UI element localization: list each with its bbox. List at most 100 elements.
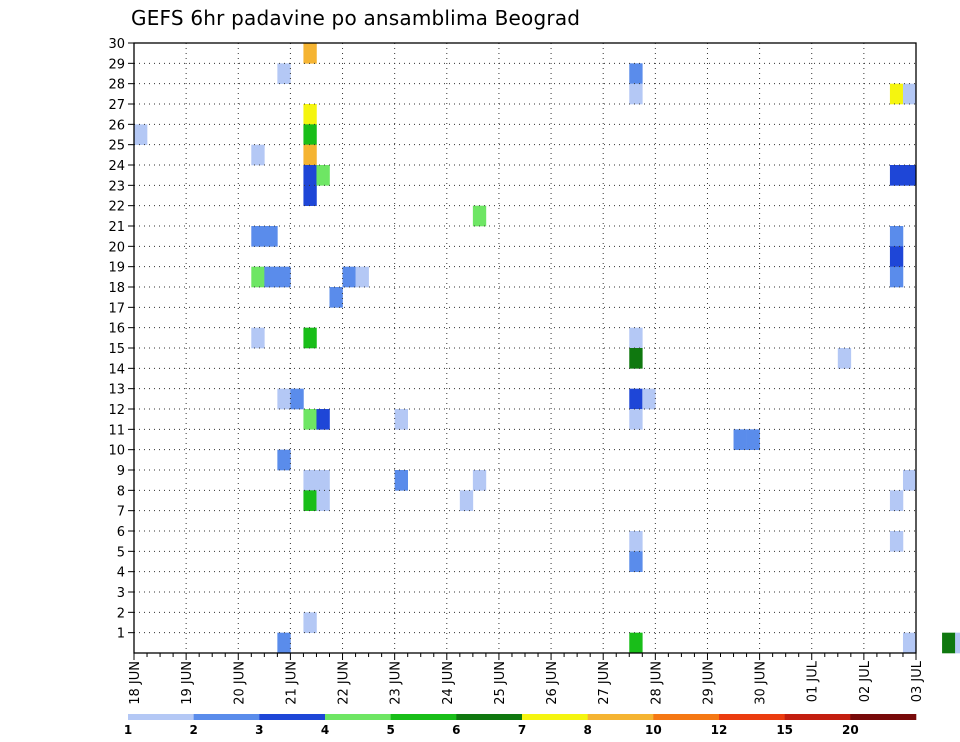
heatmap-cell (629, 327, 643, 349)
colorbar-label: 6 (452, 723, 460, 737)
heatmap-cell (277, 63, 291, 84)
heatmap-cell (629, 63, 643, 84)
heatmap-cell (303, 144, 317, 166)
heatmap-cell (290, 388, 304, 410)
y-tick-label: 9 (117, 464, 125, 479)
y-tick-label: 22 (108, 200, 125, 215)
heatmap-cell (629, 388, 643, 410)
heatmap-cell (303, 165, 317, 186)
heatmap-cell (134, 124, 148, 145)
x-tick-label: 25 JUN (493, 661, 508, 705)
y-tick-label: 13 (108, 383, 125, 398)
colorbar-label: 5 (386, 723, 394, 737)
colorbar-label: 12 (711, 723, 728, 737)
y-tick-label: 8 (117, 484, 125, 499)
y-tick-label: 20 (108, 240, 125, 255)
heatmap-cell (629, 409, 643, 430)
x-tick-label: 24 JUN (441, 661, 456, 705)
x-tick-label: 01 JUL (806, 660, 821, 702)
heatmap-cell (629, 531, 643, 552)
heatmap-cell (642, 388, 656, 410)
heatmap-cell (251, 266, 265, 288)
y-tick-label: 2 (117, 606, 125, 621)
heatmap-cell (746, 429, 760, 450)
x-tick-label: 22 JUN (337, 661, 352, 705)
y-tick-label: 26 (108, 118, 125, 133)
heatmap-cell (837, 348, 852, 369)
y-tick-label: 24 (108, 159, 125, 174)
heatmap-cell (277, 632, 291, 654)
heatmap-cell (942, 632, 956, 654)
chart-title: GEFS 6hr padavine po ansamblima Beograd (131, 6, 581, 30)
colorbar-label: 3 (255, 723, 263, 737)
heatmap-cell (303, 490, 317, 511)
colorbar-swatch (850, 714, 917, 720)
heatmap-cell (303, 185, 317, 206)
heatmap-cell (472, 205, 487, 227)
x-tick-label: 21 JUN (284, 661, 299, 705)
heatmap-cell (355, 266, 369, 288)
heatmap-cell (902, 165, 917, 186)
heatmap-cell (316, 165, 330, 186)
heatmap-cell (277, 388, 291, 410)
heatmap-cell (629, 551, 643, 572)
y-tick-label: 27 (108, 98, 125, 113)
heatmap-cell (303, 612, 317, 633)
colorbar-label: 7 (518, 723, 526, 737)
x-tick-label: 18 JUN (128, 661, 143, 705)
colorbar: 1 2 3 4 5 6 7 8 10 12 15 20 (124, 714, 917, 737)
colorbar-swatch (522, 714, 588, 720)
y-tick-label: 21 (108, 220, 125, 235)
heatmap-cell (264, 226, 278, 247)
x-tick-label: 03 JUL (910, 660, 925, 702)
heatmap-cell (316, 470, 330, 491)
heatmap-cell (251, 144, 265, 166)
y-tick-label: 18 (108, 281, 125, 296)
heatmap-cell (264, 266, 278, 288)
heatmap-cell (889, 266, 904, 288)
x-tick-label: 02 JUL (858, 660, 873, 702)
heatmap-cell (889, 83, 904, 105)
heatmap-cell (303, 327, 317, 349)
colorbar-swatch (259, 714, 326, 720)
heatmap-cell (303, 124, 317, 145)
x-tick-label: 29 JUN (701, 661, 716, 705)
x-tick-label: 26 JUN (545, 661, 560, 705)
colorbar-label: 8 (583, 723, 591, 737)
y-tick-label: 19 (108, 261, 125, 276)
y-tick-label: 4 (117, 566, 125, 581)
heatmap-cell (629, 632, 643, 654)
x-tick-label: 28 JUN (649, 661, 664, 705)
y-tick-label: 1 (117, 627, 125, 642)
colorbar-swatch (653, 714, 720, 720)
colorbar-swatch (784, 714, 851, 720)
y-tick-label: 14 (108, 362, 125, 377)
colorbar-label: 15 (776, 723, 793, 737)
heatmap-cell (303, 470, 317, 491)
y-tick-label: 12 (108, 403, 125, 418)
x-tick-label: 19 JUN (180, 661, 195, 705)
heatmap-cell (733, 429, 747, 450)
heatmap-cell (889, 226, 904, 247)
y-tick-label: 15 (108, 342, 125, 357)
heatmap-cell (889, 165, 904, 186)
x-axis: 18 JUN 19 JUN 20 JUN 21 JUN 22 JUN 23 JUN 24 J… (128, 653, 925, 705)
y-tick-label: 7 (117, 505, 125, 520)
y-axis: 1234567891011121314151617181920212223242… (108, 37, 134, 642)
y-tick-label: 10 (108, 444, 125, 459)
colorbar-swatch (193, 714, 260, 720)
heatmap-cell (955, 632, 960, 654)
heatmap-cell (303, 104, 317, 125)
heatmap-cell (902, 83, 917, 105)
heatmap-cell (459, 490, 474, 511)
colorbar-label: 2 (189, 723, 197, 737)
y-tick-label: 3 (117, 586, 125, 601)
y-tick-label: 6 (117, 525, 125, 540)
heatmap-cell (394, 470, 408, 491)
heatmap-cell (889, 246, 904, 267)
heatmap-cell (629, 83, 643, 105)
y-tick-label: 23 (108, 179, 125, 194)
heatmap-cell (277, 449, 291, 471)
y-tick-label: 16 (108, 322, 125, 337)
